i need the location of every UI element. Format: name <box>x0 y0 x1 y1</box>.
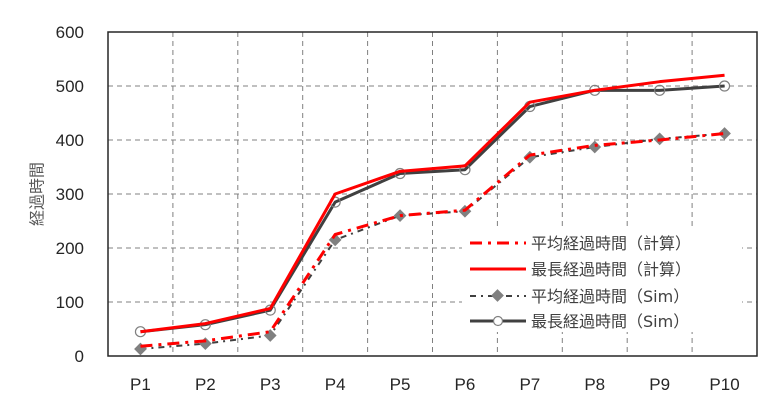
diamond-marker-icon <box>491 289 504 302</box>
x-tick-label: P6 <box>455 375 476 394</box>
x-tick-label: P8 <box>584 375 605 394</box>
x-tick-label: P3 <box>260 375 281 394</box>
legend-item-avg-calc: 平均経過時間（計算） <box>470 234 691 253</box>
y-tick-label: 100 <box>56 293 84 312</box>
x-tick-label: P10 <box>709 375 739 394</box>
legend-background <box>462 228 742 332</box>
y-tick-label: 200 <box>56 239 84 258</box>
x-tick-label: P5 <box>390 375 411 394</box>
x-axis-ticks: P1 P2 P3 P4 P5 P6 P7 P8 P9 P10 <box>130 375 740 394</box>
legend-item-avg-sim: 平均経過時間（Sim） <box>470 287 689 306</box>
y-tick-label: 400 <box>56 131 84 150</box>
y-tick-label: 300 <box>56 185 84 204</box>
y-tick-label: 600 <box>56 23 84 42</box>
circle-marker-icon <box>654 84 666 96</box>
x-tick-label: P4 <box>325 375 346 394</box>
legend-label: 平均経過時間（計算） <box>531 234 691 253</box>
legend-label: 最長経過時間（計算） <box>531 260 691 279</box>
y-tick-label: 0 <box>75 347 84 366</box>
series-line <box>140 132 725 350</box>
data-series <box>134 73 731 356</box>
series-max-calc <box>140 73 725 334</box>
series-line <box>140 73 725 334</box>
y-tick-label: 500 <box>56 77 84 96</box>
legend-label: 平均経過時間（Sim） <box>531 287 689 306</box>
legend: 平均経過時間（計算） 最長経過時間（計算） 平均経過時間（Sim） 最長経過時間… <box>462 228 742 332</box>
y-axis-ticks: 0 100 200 300 400 500 600 <box>56 23 84 366</box>
circle-marker-icon <box>718 80 731 92</box>
legend-item-max-sim: 最長経過時間（Sim） <box>470 312 689 331</box>
x-tick-label: P2 <box>195 375 216 394</box>
circle-marker-icon <box>492 315 504 327</box>
x-tick-label: P1 <box>130 375 151 394</box>
y-axis-label: 経過時間 <box>28 162 47 226</box>
legend-label: 最長経過時間（Sim） <box>531 312 689 331</box>
legend-item-max-calc: 最長経過時間（計算） <box>470 260 691 279</box>
plot-area-border <box>107 31 758 357</box>
x-tick-label: P7 <box>519 375 540 394</box>
x-tick-label: P9 <box>649 375 670 394</box>
diamond-marker-icon <box>588 140 602 154</box>
diamond-marker-icon <box>198 337 212 350</box>
